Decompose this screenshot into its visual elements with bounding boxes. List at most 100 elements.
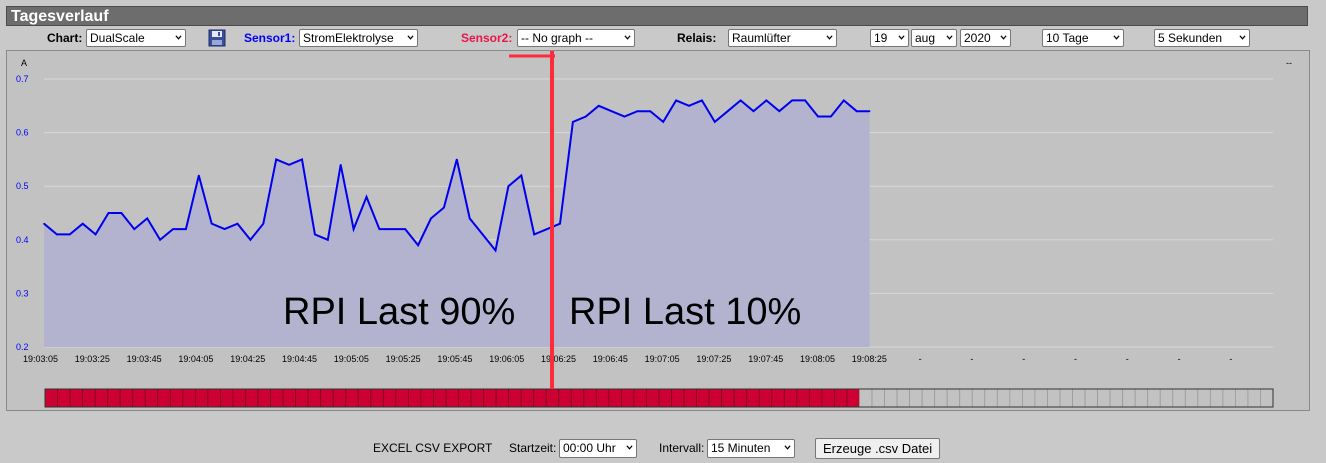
- month-select[interactable]: aug: [911, 29, 957, 47]
- relay-cell: [82, 388, 96, 408]
- relay-cell: [796, 388, 810, 408]
- data-point: [327, 239, 329, 241]
- data-point: [404, 228, 407, 230]
- data-point: [275, 158, 278, 161]
- data-point: [378, 228, 381, 230]
- data-point: [120, 212, 123, 214]
- month-value: aug: [915, 31, 936, 45]
- data-point: [172, 228, 174, 230]
- data-point: [430, 217, 432, 220]
- relay-cell: [1021, 388, 1036, 408]
- x-tick-label: -: [1074, 354, 1077, 364]
- x-tick-label: 19:05:25: [386, 354, 421, 364]
- data-point: [198, 174, 200, 177]
- save-icon[interactable]: [208, 29, 226, 47]
- chevron-down-icon: [175, 35, 182, 40]
- x-tick-label: 19:06:05: [489, 354, 524, 364]
- x-tick-label: 19:07:25: [696, 354, 731, 364]
- relay-cell: [1197, 388, 1211, 408]
- chevron-down-icon: [898, 35, 905, 40]
- x-tick-label: 19:06:25: [541, 354, 576, 364]
- relay-cell: [646, 388, 660, 408]
- data-point: [752, 110, 755, 112]
- relay-cell: [1034, 388, 1048, 408]
- relais-select[interactable]: Raumlüfter: [728, 29, 837, 47]
- series-area: [44, 100, 870, 348]
- data-point: [597, 105, 600, 107]
- relay-cell: [946, 388, 961, 408]
- relay-cell: [1235, 388, 1249, 408]
- start-time-select[interactable]: 00:00 Uhr: [559, 439, 637, 458]
- interval-value: 5 Sekunden: [1158, 31, 1223, 45]
- relay-cell: [846, 388, 860, 408]
- relay-cell: [458, 388, 472, 408]
- relay-cell: [1159, 388, 1174, 408]
- relay-cell: [57, 388, 71, 408]
- data-point: [585, 115, 587, 118]
- create-csv-button[interactable]: Erzeuge .csv Datei: [815, 438, 941, 459]
- relais-label: Relais:: [677, 31, 717, 45]
- chart-type-select[interactable]: DualScale: [86, 29, 186, 47]
- relay-cell: [433, 388, 447, 408]
- x-tick-label: 19:03:05: [23, 354, 58, 364]
- relay-cell: [94, 388, 109, 408]
- relay-cell: [934, 388, 948, 408]
- right-axis-label: --: [1286, 58, 1292, 68]
- x-tick-label: 19:04:25: [230, 354, 265, 364]
- y-tick-label: 0.3: [16, 288, 29, 298]
- data-point: [352, 228, 355, 230]
- data-point: [43, 222, 45, 225]
- range-select[interactable]: 10 Tage: [1042, 29, 1124, 47]
- x-tick-label: 19:04:45: [282, 354, 317, 364]
- relay-cell: [1184, 388, 1199, 408]
- data-point: [301, 158, 303, 161]
- data-point: [146, 217, 148, 220]
- data-point: [546, 228, 548, 230]
- relay-cell: [733, 388, 748, 408]
- sensor2-select[interactable]: -- No graph --: [517, 29, 635, 47]
- data-point: [636, 110, 639, 112]
- data-point: [339, 163, 342, 166]
- data-point: [701, 99, 703, 102]
- interval-select[interactable]: 5 Sekunden: [1154, 29, 1250, 47]
- relay-cell: [545, 388, 560, 408]
- data-point: [417, 244, 419, 246]
- relay-cell: [320, 388, 334, 408]
- data-point: [81, 222, 84, 225]
- day-select[interactable]: 19: [870, 29, 909, 47]
- relay-cell: [382, 388, 397, 408]
- relay-cell: [69, 388, 83, 408]
- chevron-down-icon: [407, 35, 414, 40]
- export-interval-select[interactable]: 15 Minuten: [707, 439, 795, 458]
- relay-cell: [357, 388, 372, 408]
- data-point: [830, 115, 832, 118]
- data-point: [94, 233, 97, 236]
- relay-cell: [533, 388, 547, 408]
- export-interval-value: 15 Minuten: [711, 441, 771, 455]
- relay-cell: [1134, 388, 1149, 408]
- data-point: [288, 163, 290, 166]
- data-point: [185, 228, 187, 230]
- data-point: [662, 121, 664, 123]
- y-tick-label: 0.6: [16, 128, 29, 138]
- relay-cell: [608, 388, 622, 408]
- chevron-down-icon: [1113, 35, 1120, 40]
- relais-value: Raumlüfter: [732, 31, 791, 45]
- year-select[interactable]: 2020: [960, 29, 1011, 47]
- data-point: [817, 115, 819, 118]
- x-tick-label: 19:08:25: [852, 354, 887, 364]
- relay-cell: [107, 388, 121, 408]
- day-value: 19: [874, 31, 888, 45]
- data-point: [675, 99, 677, 102]
- x-tick-label: 19:07:05: [645, 354, 680, 364]
- data-point: [649, 110, 652, 112]
- relay-cell: [1084, 388, 1098, 408]
- data-point: [210, 222, 213, 225]
- sensor1-select[interactable]: StromElektrolyse: [299, 29, 418, 47]
- chevron-down-icon: [826, 35, 833, 40]
- data-point: [739, 99, 742, 102]
- relay-cell: [495, 388, 510, 408]
- relay-cell: [621, 388, 635, 408]
- data-point: [714, 121, 716, 123]
- y-tick-label: 0.2: [16, 342, 29, 352]
